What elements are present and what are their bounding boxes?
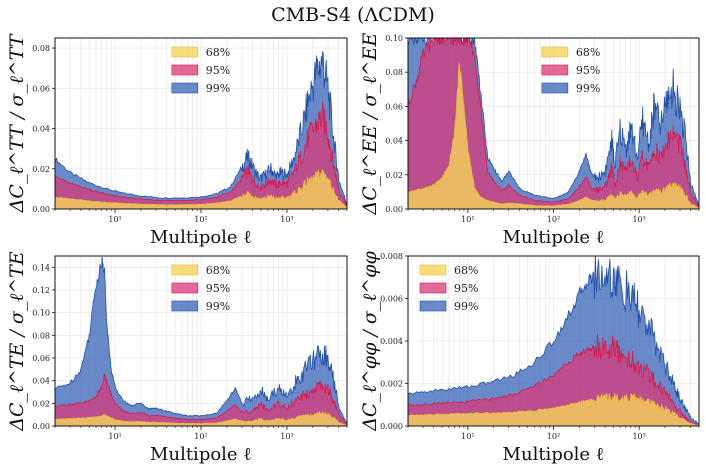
x-axis-label: Multipole ℓ bbox=[150, 227, 252, 248]
areas bbox=[55, 257, 347, 426]
legend-swatch-99pct bbox=[541, 82, 569, 94]
x-tick-label: 10¹ bbox=[461, 215, 474, 224]
x-tick-label: 10³ bbox=[632, 432, 645, 441]
x-tick-label: 10³ bbox=[280, 432, 293, 441]
x-tick-label: 10³ bbox=[632, 215, 645, 224]
y-tick-label: 0.04 bbox=[32, 377, 50, 386]
legend-label: 95% bbox=[206, 282, 230, 295]
area-95pct bbox=[408, 38, 699, 209]
y-tick-label: 0.12 bbox=[32, 286, 50, 295]
y-axis-label: ΔC_ℓ^EE / σ_ℓ^EE bbox=[359, 32, 381, 215]
x-tick-label: 10² bbox=[547, 215, 560, 224]
legend-label: 68% bbox=[454, 264, 478, 277]
area-68pct bbox=[408, 392, 699, 426]
y-tick-label: 0.10 bbox=[385, 34, 403, 43]
legend-label: 99% bbox=[206, 300, 230, 313]
y-tick-label: 0.08 bbox=[32, 44, 50, 53]
panel-tt: 0.00 0.02 0.04 0.06 0.08 10¹ 10² 10³ Multipole ℓ… bbox=[6, 33, 348, 248]
areas bbox=[408, 38, 699, 209]
x-axis-label: Multipole ℓ bbox=[150, 444, 252, 465]
panel-pp: 0.000 0.002 0.004 0.006 0.008 10¹ 10² 10³ Multip… bbox=[359, 251, 700, 465]
legend-label: 99% bbox=[206, 82, 230, 95]
y-tick-label: 0.00 bbox=[385, 205, 403, 214]
x-tick-label: 10² bbox=[194, 215, 207, 224]
x-tick-label: 10² bbox=[547, 432, 560, 441]
area-68pct bbox=[408, 62, 699, 209]
legend-swatch-68pct bbox=[541, 46, 569, 58]
x-tick-label: 10¹ bbox=[108, 432, 121, 441]
legend-swatch-68pct bbox=[171, 264, 199, 276]
y-tick-label: 0.04 bbox=[32, 125, 50, 134]
panel-te: 0.00 0.02 0.04 0.06 0.08 0.10 0.12 0.14 10¹ 10² 10… bbox=[6, 251, 348, 465]
area-95pct bbox=[55, 372, 347, 426]
y-tick-label: 0.00 bbox=[32, 205, 50, 214]
legend: 68% 95% 99% bbox=[171, 46, 230, 95]
x-tick-label: 10¹ bbox=[108, 215, 121, 224]
legend-label: 95% bbox=[454, 282, 478, 295]
legend-swatch-68pct bbox=[171, 46, 199, 58]
legend-swatch-68pct bbox=[419, 264, 447, 276]
y-tick-label: 0.06 bbox=[32, 84, 50, 93]
y-axis-label: ΔC_ℓ^TT / σ_ℓ^TT bbox=[6, 33, 28, 213]
areas bbox=[55, 51, 347, 209]
figure-title: CMB-S4 (ΛCDM) bbox=[271, 4, 435, 26]
y-tick-label: 0.000 bbox=[380, 422, 403, 431]
legend-label: 95% bbox=[206, 64, 230, 77]
legend: 68% 95% 99% bbox=[419, 264, 478, 313]
x-axis-label: Multipole ℓ bbox=[503, 444, 605, 465]
legend: 68% 95% 99% bbox=[171, 264, 230, 313]
legend-label: 68% bbox=[576, 46, 600, 59]
area-95pct bbox=[55, 101, 347, 209]
y-tick-label: 0.02 bbox=[32, 165, 50, 174]
legend-swatch-95pct bbox=[419, 282, 447, 294]
y-tick-label: 0.004 bbox=[380, 337, 403, 346]
y-tick-label: 0.08 bbox=[385, 68, 403, 77]
y-tick-label: 0.14 bbox=[32, 263, 50, 272]
legend-swatch-99pct bbox=[171, 300, 199, 312]
legend-swatch-99pct bbox=[171, 82, 199, 94]
panel-ee: 0.00 0.02 0.04 0.06 0.08 0.10 10¹ 10² 10³ Multipo… bbox=[359, 32, 700, 248]
y-tick-label: 0.02 bbox=[32, 399, 50, 408]
legend-swatch-95pct bbox=[171, 64, 199, 76]
x-tick-label: 10² bbox=[194, 432, 207, 441]
legend-label: 95% bbox=[576, 64, 600, 77]
legend-label: 68% bbox=[206, 264, 230, 277]
y-tick-label: 0.02 bbox=[385, 171, 403, 180]
y-tick-label: 0.002 bbox=[380, 380, 403, 389]
y-tick-label: 0.006 bbox=[380, 295, 403, 304]
legend-swatch-95pct bbox=[541, 64, 569, 76]
y-tick-label: 0.10 bbox=[32, 309, 50, 318]
x-tick-label: 10³ bbox=[280, 215, 293, 224]
x-axis-label: Multipole ℓ bbox=[503, 227, 605, 248]
areas bbox=[408, 256, 699, 426]
y-tick-label: 0.00 bbox=[32, 422, 50, 431]
legend-swatch-99pct bbox=[419, 300, 447, 312]
legend-swatch-95pct bbox=[171, 282, 199, 294]
y-axis-label: ΔC_ℓ^TE / σ_ℓ^TE bbox=[6, 251, 28, 432]
legend-label: 99% bbox=[576, 82, 600, 95]
x-tick-label: 10¹ bbox=[461, 432, 474, 441]
y-tick-label: 0.08 bbox=[32, 331, 50, 340]
y-tick-label: 0.06 bbox=[32, 354, 50, 363]
area-68pct bbox=[55, 169, 347, 209]
legend: 68% 95% 99% bbox=[541, 46, 600, 95]
y-axis-label: ΔC_ℓ^φφ / σ_ℓ^φφ bbox=[359, 251, 381, 432]
y-tick-label: 0.04 bbox=[385, 137, 403, 146]
y-tick-label: 0.008 bbox=[380, 252, 403, 261]
area-68pct bbox=[55, 410, 347, 426]
legend-label: 68% bbox=[206, 46, 230, 59]
y-tick-label: 0.06 bbox=[385, 102, 403, 111]
legend-label: 99% bbox=[454, 300, 478, 313]
